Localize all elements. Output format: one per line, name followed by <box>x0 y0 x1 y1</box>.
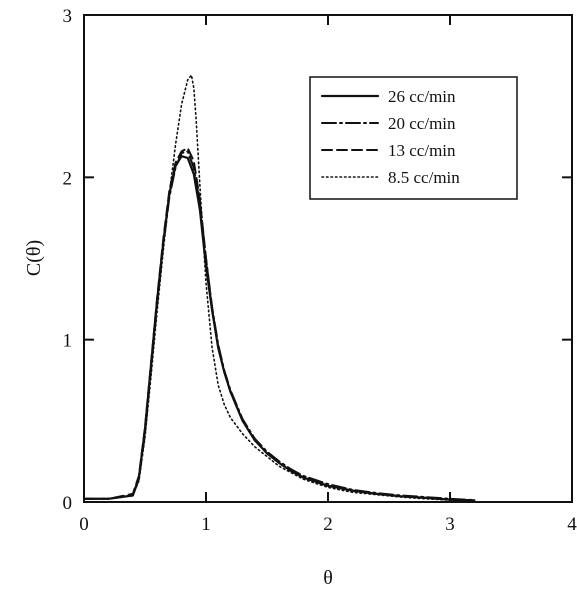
y-tick-label: 0 <box>63 493 73 514</box>
legend: 26 cc/min 20 cc/min 13 cc/min 8.5 cc/min <box>309 76 518 200</box>
tick-labels: 0 1 2 3 4 0 1 2 3 <box>63 6 577 535</box>
series-line-2 <box>83 147 476 502</box>
series-line-3 <box>83 74 476 502</box>
legend-box <box>309 76 518 200</box>
y-tick-label: 2 <box>63 168 73 189</box>
y-tick-label: 3 <box>63 6 73 27</box>
legend-label-0: 26 cc/min <box>388 87 456 106</box>
x-tick-label: 2 <box>323 514 333 535</box>
legend-label-1: 20 cc/min <box>388 114 456 133</box>
x-axis-label: θ <box>323 567 333 589</box>
series-group <box>82 74 476 502</box>
y-tick-label: 1 <box>63 331 73 352</box>
x-tick-label: 4 <box>567 514 577 535</box>
y-axis-label: C(θ) <box>23 240 45 276</box>
legend-label-3: 8.5 cc/min <box>388 168 460 187</box>
x-tick-label: 1 <box>201 514 211 535</box>
legend-label-2: 13 cc/min <box>388 141 456 160</box>
x-tick-label: 0 <box>79 514 89 535</box>
x-tick-label: 3 <box>445 514 455 535</box>
